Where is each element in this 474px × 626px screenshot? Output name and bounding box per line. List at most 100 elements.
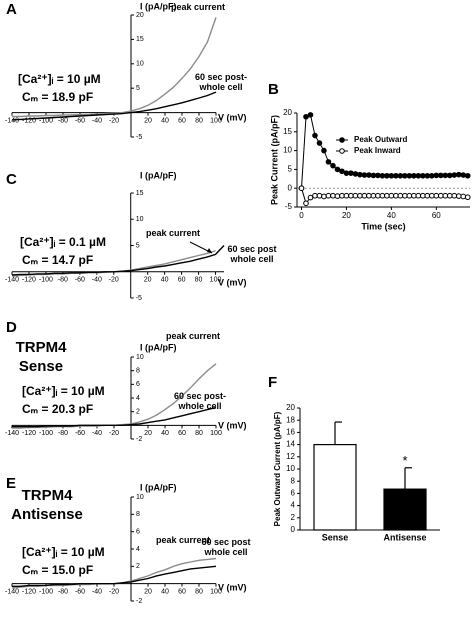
x-tick-label: -120 — [22, 589, 36, 596]
x-tick-label: -140 — [5, 430, 19, 437]
data-point — [442, 192, 449, 199]
x-tick-label: -20 — [109, 589, 119, 596]
arrow-head — [207, 248, 212, 253]
data-point — [357, 192, 363, 199]
data-point — [429, 192, 435, 199]
data-point — [343, 192, 350, 199]
data-point — [415, 192, 422, 199]
y-tick-label: 10 — [136, 354, 144, 361]
x-tick-label: 40 — [161, 589, 169, 596]
data-point — [375, 172, 381, 179]
x-tick-label: 40 — [161, 117, 169, 124]
data-point — [330, 192, 336, 199]
y-tick-label: 10 — [286, 464, 295, 473]
data-point — [464, 172, 471, 179]
x-tick-label: -60 — [75, 117, 85, 124]
panel-letter: B — [268, 81, 279, 98]
panel-title: TRPM4 Sense — [15, 339, 67, 375]
y-tick-label: 18 — [286, 415, 295, 424]
x-tick-label: 20 — [144, 277, 152, 284]
y-tick-label: 15 — [136, 36, 144, 43]
annotation: [Ca²⁺]ᵢ = 10 µM — [22, 545, 105, 559]
legend-marker — [339, 148, 345, 154]
panel-letter: A — [6, 1, 17, 18]
data-point — [393, 192, 399, 199]
x-tick-label: 40 — [161, 430, 169, 437]
data-point — [298, 185, 305, 191]
trace-label: 60 sec post-whole cell — [173, 391, 227, 411]
data-point — [379, 192, 386, 199]
x-tick-label: -120 — [22, 117, 36, 124]
x-tick-label: 60 — [178, 430, 186, 437]
x-tick-label: -20 — [109, 277, 119, 284]
y-tick-label: 8 — [291, 476, 296, 485]
x-tick-label: 60 — [178, 117, 186, 124]
data-point — [406, 172, 413, 179]
data-point — [316, 140, 323, 146]
current-trace — [12, 565, 217, 587]
data-point — [451, 172, 458, 178]
data-point — [370, 172, 377, 179]
x-axis-label: Time (sec) — [361, 221, 405, 231]
x-tick-label: -40 — [92, 589, 102, 596]
legend-label: Peak Outward — [354, 135, 407, 144]
data-point — [397, 192, 404, 199]
current-trace — [11, 245, 225, 276]
x-tick-label: 20 — [144, 430, 152, 437]
y-tick-label: 16 — [286, 428, 295, 437]
y-tick-label: 5 — [136, 85, 140, 92]
data-point — [388, 192, 395, 199]
trace-label: 60 sec post whole cell — [227, 244, 277, 264]
data-point — [402, 172, 408, 179]
panel-letter: F — [268, 374, 277, 391]
y-axis-label: Peak Outward Current (pA/pF) — [273, 411, 282, 526]
data-point — [460, 193, 467, 200]
annotation: Cₘ = 15.0 pF — [22, 563, 93, 577]
x-tick-label: -100 — [39, 589, 53, 596]
x-tick-label: 20 — [144, 117, 152, 124]
x-tick-label: 80 — [195, 430, 203, 437]
data-point — [420, 172, 426, 179]
data-point — [388, 172, 395, 179]
y-tick-label: -5 — [136, 295, 142, 302]
trace-label: 60 sec post whole cell — [201, 537, 251, 557]
x-tick-label: 20 — [342, 211, 351, 220]
annotation: [Ca²⁺]ᵢ = 10 µM — [18, 72, 101, 86]
annotation: Cₘ = 18.9 pF — [22, 90, 93, 104]
x-tick-label: -80 — [58, 277, 68, 284]
y-tick-label: 15 — [136, 190, 144, 197]
data-point — [312, 192, 318, 199]
data-point — [375, 192, 381, 199]
x-tick-label: -100 — [39, 277, 53, 284]
data-point — [442, 172, 449, 179]
annotation: [Ca²⁺]ᵢ = 10 µM — [22, 384, 105, 398]
current-trace — [12, 17, 217, 118]
current-trace — [12, 406, 217, 428]
data-point — [451, 192, 458, 199]
data-point — [325, 159, 332, 165]
x-tick-label: -60 — [75, 430, 85, 437]
bar — [383, 488, 427, 531]
y-tick-label: 2 — [291, 513, 296, 522]
x-tick-label: -60 — [75, 589, 85, 596]
x-tick-label: 40 — [161, 277, 169, 284]
x-tick-label: -140 — [5, 277, 19, 284]
data-point — [366, 172, 372, 178]
x-tick-label: 100 — [210, 589, 222, 596]
annotation: Cₘ = 20.3 pF — [22, 402, 93, 416]
x-tick-label: -80 — [58, 430, 68, 437]
data-point — [460, 172, 467, 178]
data-point — [343, 170, 350, 176]
data-point — [307, 112, 314, 118]
y-tick-label: 15 — [283, 127, 292, 136]
data-point — [357, 171, 363, 178]
data-point — [361, 192, 368, 199]
data-point — [352, 192, 359, 199]
data-point — [339, 168, 345, 175]
data-point — [455, 171, 462, 178]
y-tick-label: 2 — [136, 563, 140, 570]
y-tick-label: 4 — [291, 501, 296, 510]
y-tick-label: 10 — [136, 61, 144, 68]
data-point — [433, 192, 440, 199]
